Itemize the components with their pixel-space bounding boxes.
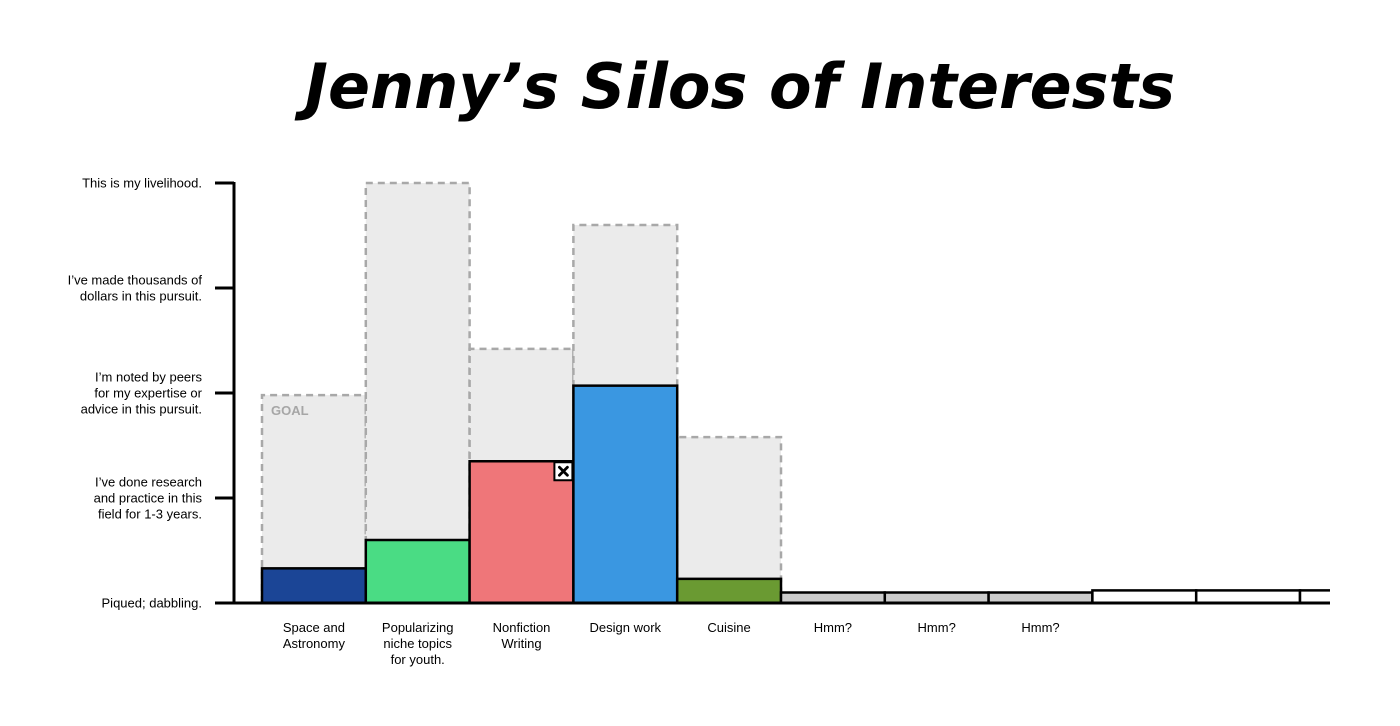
level-bar bbox=[1300, 590, 1330, 603]
goal-bar-outline bbox=[675, 435, 783, 603]
level-bar bbox=[468, 460, 575, 605]
x-tick-label: Cuisine bbox=[707, 620, 750, 635]
x-tick-label: Hmm? bbox=[1021, 620, 1059, 635]
level-bar bbox=[260, 567, 368, 605]
level-bars bbox=[234, 384, 1330, 605]
x-tick-label: Design work bbox=[590, 620, 662, 635]
y-tick-label: Piqued; dabbling. bbox=[102, 596, 202, 611]
y-axis: Piqued; dabbling. I’ve done research and p… bbox=[68, 176, 236, 611]
y-tick-label: I’ve done research and practice in this fi… bbox=[94, 475, 203, 522]
level-bar bbox=[364, 538, 471, 605]
level-bar bbox=[883, 591, 990, 605]
y-tick-label: I’ve made thousands of dollars in this pu… bbox=[68, 273, 203, 304]
x-tick-label: Popularizing niche topics for youth. bbox=[382, 620, 454, 667]
level-bar bbox=[1091, 589, 1198, 605]
x-labels: Space and Astronomy Popularizing niche topi… bbox=[283, 620, 1060, 667]
x-tick-label: Nonfiction Writing bbox=[493, 620, 551, 651]
level-bar bbox=[572, 384, 679, 605]
goal-bar-fill bbox=[365, 183, 470, 603]
level-bar-outline bbox=[1298, 589, 1330, 603]
chart-title: Jenny’s Silos of Interests bbox=[294, 50, 1175, 123]
level-bar bbox=[987, 591, 1094, 605]
x-tick-label: Space and Astronomy bbox=[283, 620, 346, 651]
level-bar bbox=[1194, 589, 1302, 605]
x-tick-label: Hmm? bbox=[918, 620, 956, 635]
level-bar bbox=[675, 577, 783, 605]
y-tick-label: This is my livelihood. bbox=[82, 176, 202, 191]
level-bar bbox=[779, 591, 887, 605]
goal-bar-fill bbox=[677, 437, 781, 603]
x-tick-label: Hmm? bbox=[814, 620, 852, 635]
goal-label: GOAL bbox=[271, 403, 309, 418]
x-icon bbox=[553, 461, 574, 482]
y-tick-label: I’m noted by peers for my expertise or adv… bbox=[81, 370, 203, 417]
